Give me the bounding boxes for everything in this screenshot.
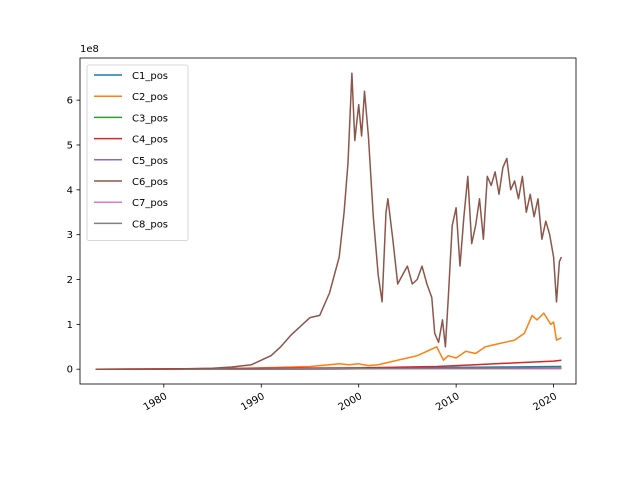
plot-area [95,72,563,370]
legend: C1_pos C2_pos C3_pos C4_pos C5_pos C6_pos C7_p… [86,64,189,242]
legend-entry-label: C7_pos [132,198,168,209]
y-tick-label: 6 [67,96,73,107]
y-tick-label: 2 [67,275,73,286]
y-offset-label: 1e8 [80,44,99,55]
series-line-c6-pos [95,72,563,370]
series-line-c2-pos [95,312,562,370]
legend-entry-label: C4_pos [132,135,168,146]
series-line-c8-pos [95,367,562,370]
y-tick-label: 3 [67,230,73,241]
axes-frame [79,57,577,385]
series-line-c4-pos [95,359,562,370]
legend-entry-label: C5_pos [132,156,168,167]
y-tick-label: 0 [67,365,73,376]
legend-box [86,64,189,242]
legend-entry-label: C3_pos [132,113,168,124]
legend-entry-label: C1_pos [132,71,168,82]
y-tick-label: 4 [67,185,73,196]
legend-entry-label: C6_pos [132,177,168,188]
y-tick-label: 1 [67,320,73,331]
y-tick-label: 5 [67,140,73,151]
legend-entry-label: C8_pos [132,219,168,230]
legend-entry-label: C2_pos [132,92,168,103]
